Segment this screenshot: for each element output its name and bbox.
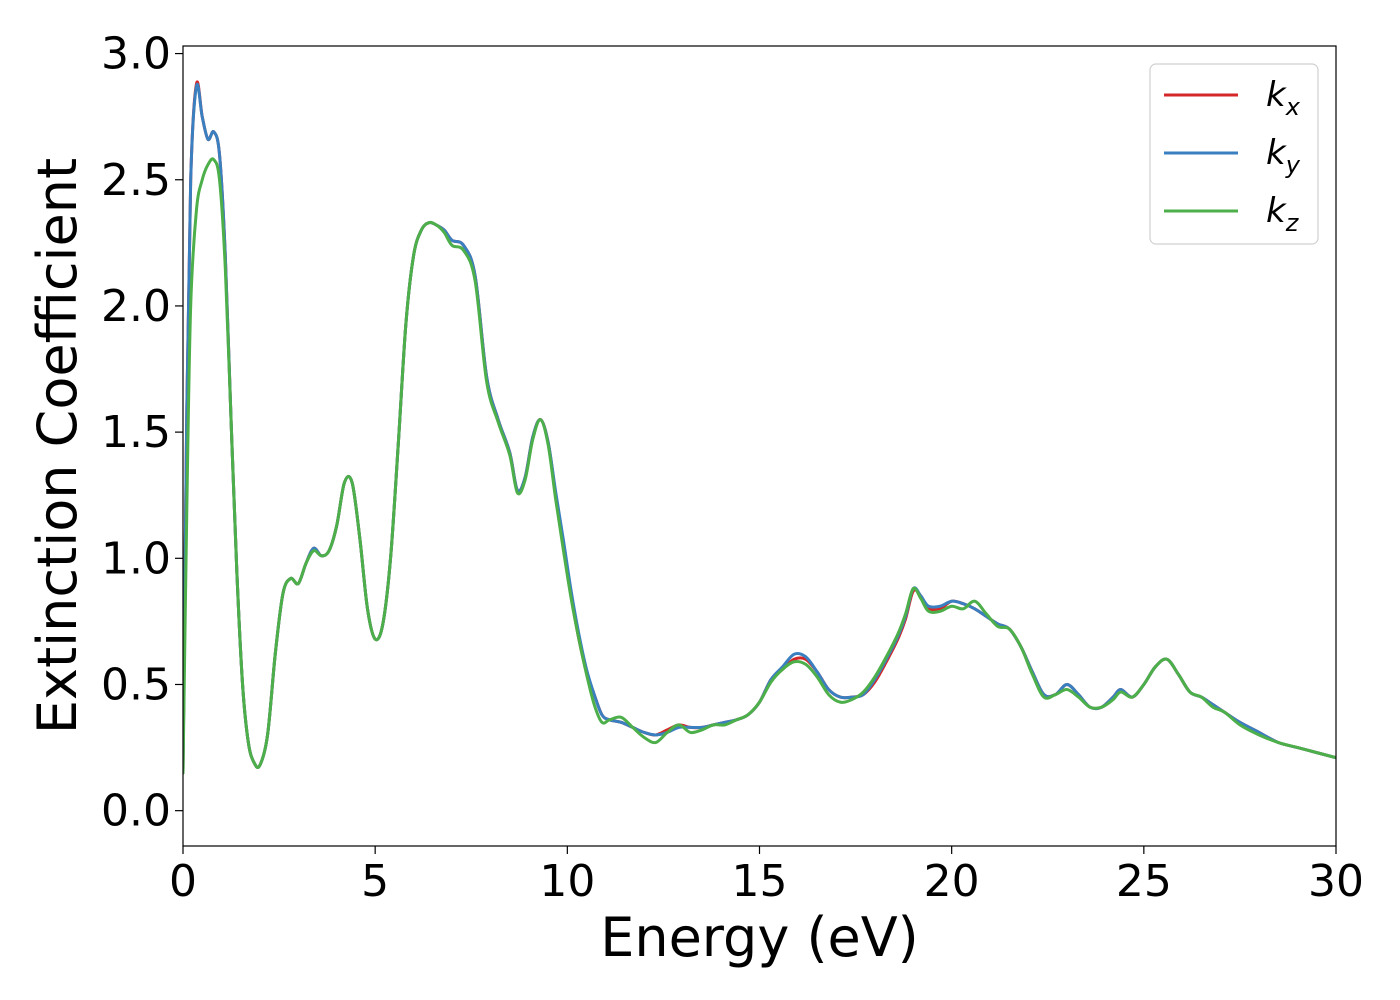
y-tick-label: 3.0 [101,29,171,80]
y-axis: 0.0 0.5 1.0 1.5 2.0 2.5 3.0 [101,29,183,837]
x-axis-title: Energy (eV) [600,906,919,969]
legend-label-subscript: y [1285,151,1301,179]
legend-label-x: kx [1266,75,1301,121]
y-tick-label: 0.0 [101,786,171,837]
plot-lines [183,80,1336,775]
x-tick-label: 0 [169,856,197,907]
y-axis-title: Extinction Coefficient [26,158,89,734]
x-tick-label: 30 [1308,856,1364,907]
y-tick-label: 1.0 [101,533,171,584]
x-tick-label: 10 [539,856,595,907]
x-tick-label: 20 [924,856,980,907]
series-line-z [183,157,1336,775]
y-tick-label: 1.5 [101,407,171,458]
x-axis: 0 5 10 15 20 25 30 [169,846,1364,907]
y-tick-label: 2.5 [101,155,171,206]
legend-label-main: k [1266,75,1287,115]
legend-label-y: ky [1266,133,1301,179]
x-tick-label: 15 [732,856,788,907]
legend-label-z: kz [1266,191,1300,237]
y-tick-label: 0.5 [101,659,171,710]
legend-label-subscript: z [1285,209,1300,237]
legend-label-main: k [1266,191,1287,231]
y-tick-label: 2.0 [101,281,171,332]
legend-label-subscript: x [1285,93,1301,121]
x-tick-label: 25 [1116,856,1172,907]
x-tick-label: 5 [361,856,389,907]
legend-label-main: k [1266,133,1287,173]
